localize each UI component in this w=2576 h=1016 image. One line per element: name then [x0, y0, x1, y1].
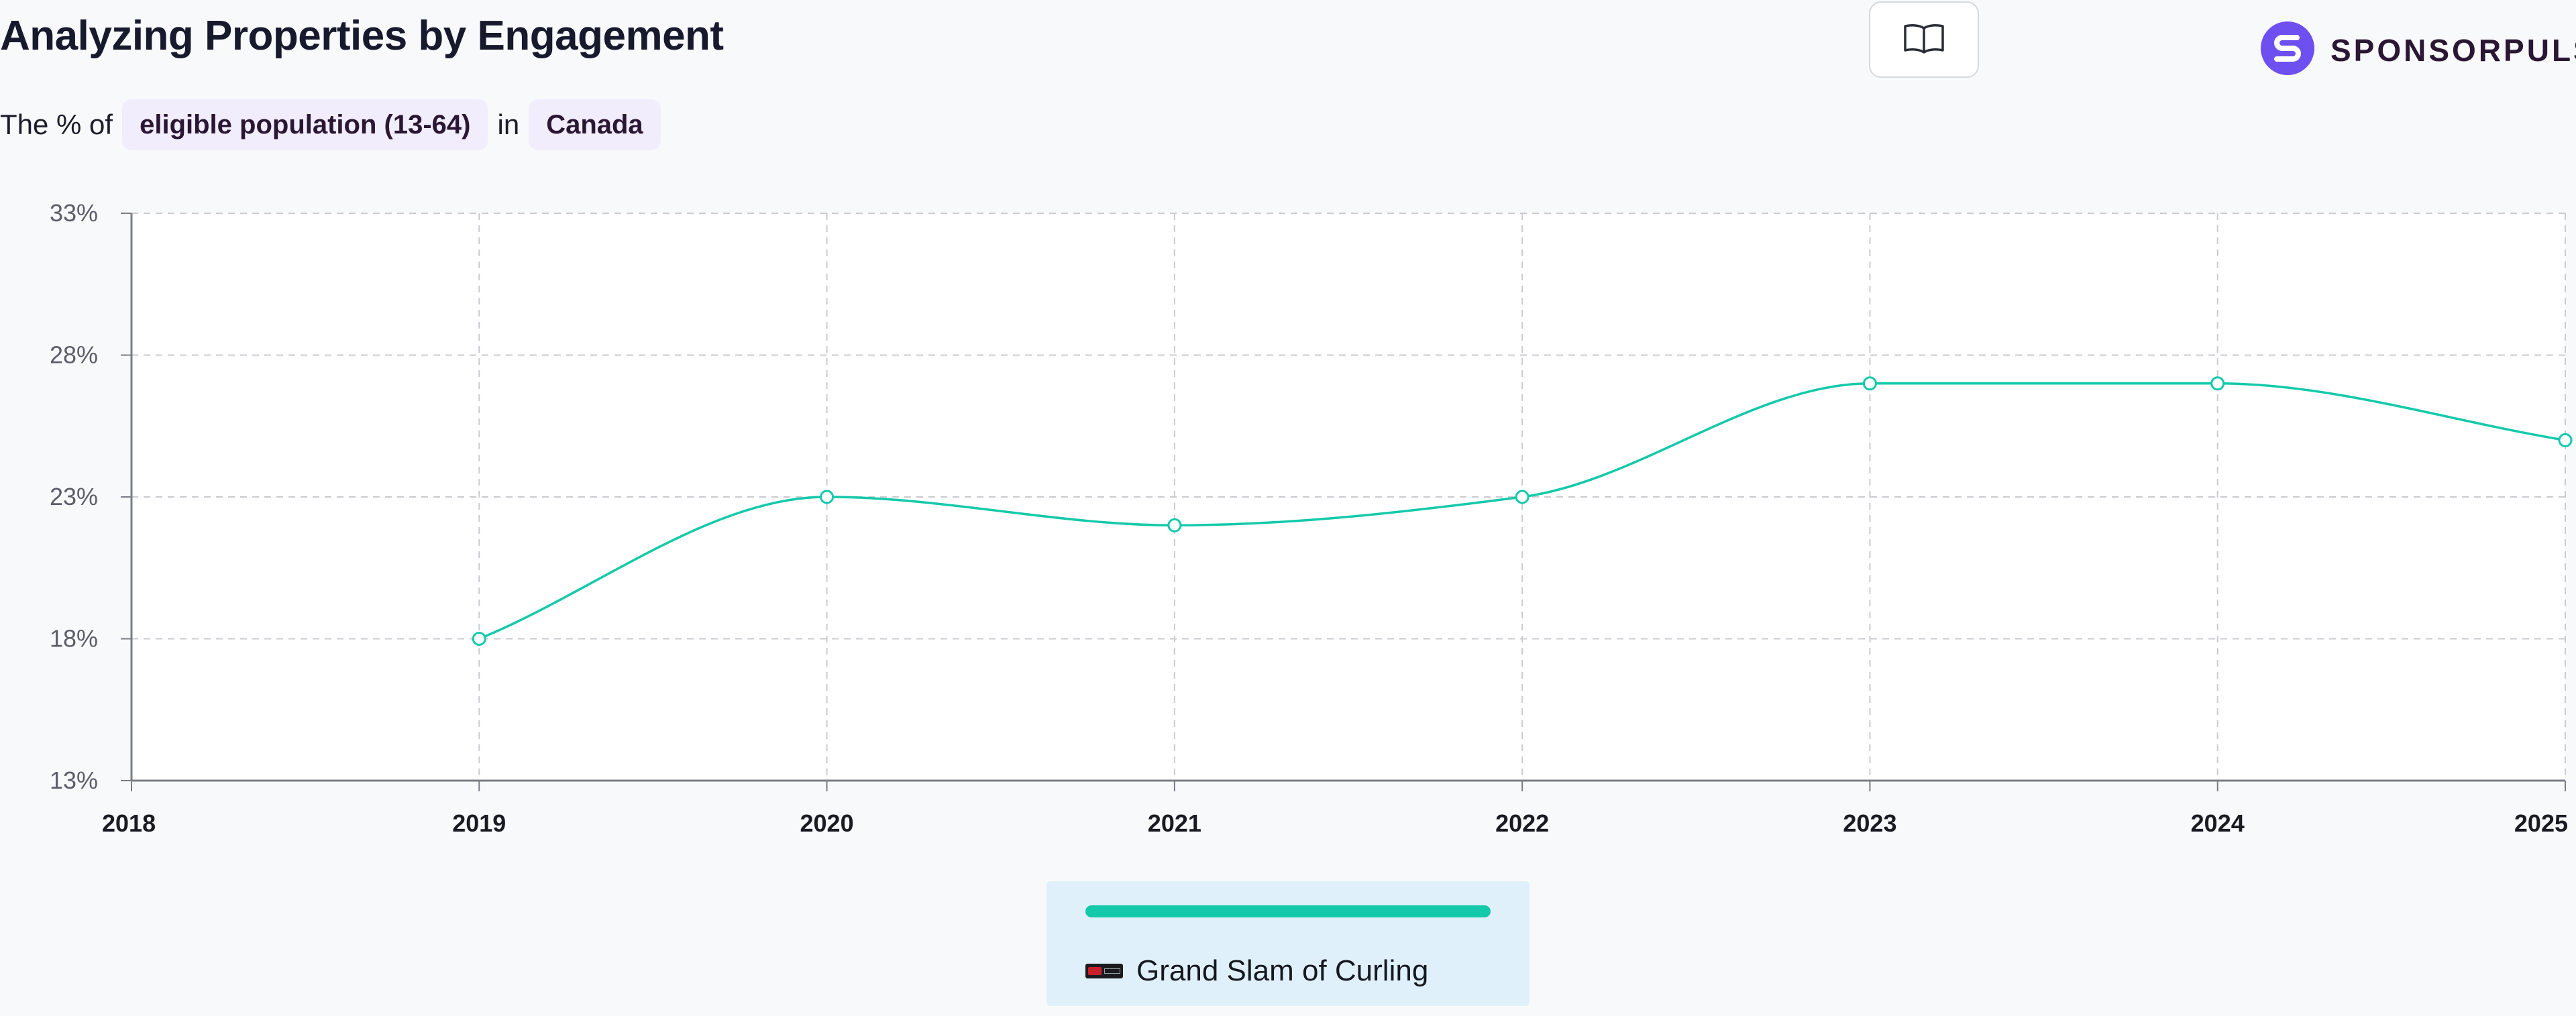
brand-logo: SPONSORPULSE — [2259, 20, 2576, 80]
data-point — [472, 632, 486, 646]
grand-slam-of-curling-logo-icon — [1085, 964, 1123, 978]
x-tick-label: 2021 — [1148, 809, 1201, 837]
chart-subtitle: The % of eligible population (13-64) in … — [0, 99, 661, 150]
y-tick-label: 28% — [50, 341, 98, 369]
data-point — [1515, 490, 1529, 504]
legend-item: Grand Slam of Curling — [1085, 943, 1428, 999]
x-tick-label: 2023 — [1843, 809, 1896, 837]
data-point — [1862, 376, 1877, 391]
guide-button[interactable] — [1869, 1, 1979, 78]
y-tick-label: 33% — [50, 199, 98, 227]
x-tick-label: 2024 — [2191, 809, 2245, 837]
x-tick-label: 2018 — [102, 809, 156, 837]
region-selector[interactable]: Canada — [529, 99, 661, 150]
open-book-icon — [1902, 23, 1945, 57]
x-tick-label: 2025 — [2514, 809, 2568, 837]
y-tick-label: 18% — [50, 625, 98, 653]
data-point — [1167, 518, 1182, 532]
data-point — [2558, 433, 2573, 447]
brand-name: SPONSORPULSE — [2330, 32, 2576, 68]
subtitle-prefix: The % of — [0, 109, 113, 140]
x-tick-label: 2019 — [452, 809, 506, 837]
x-tick-label: 2020 — [800, 809, 854, 837]
plot-area — [131, 213, 2565, 781]
y-tick-label: 23% — [50, 483, 98, 510]
sponsorpulse-logo-icon — [2259, 20, 2316, 80]
legend-series-line — [1085, 905, 1491, 917]
legend[interactable]: Grand Slam of Curling — [1046, 881, 1529, 1006]
metric-selector[interactable]: eligible population (13-64) — [122, 99, 488, 150]
x-tick-label: 2022 — [1495, 809, 1549, 837]
subtitle-join: in — [497, 109, 520, 140]
data-point — [2210, 376, 2225, 391]
y-tick-label: 13% — [50, 767, 98, 794]
line-chart: 13% 18% 23% 28% 33% 2018 2019 2020 2021 2022 2023 2… — [50, 199, 2573, 837]
data-point — [820, 490, 835, 504]
page-title: Analyzing Properties by Engagement — [0, 13, 724, 59]
legend-item-label: Grand Slam of Curling — [1136, 954, 1429, 987]
